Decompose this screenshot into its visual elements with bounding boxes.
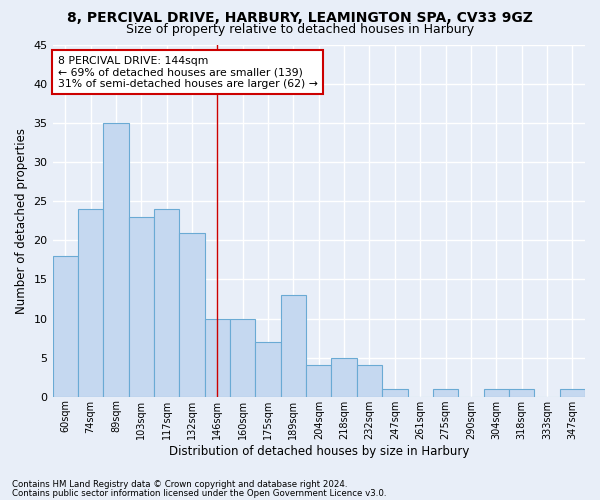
Text: 8 PERCIVAL DRIVE: 144sqm
← 69% of detached houses are smaller (139)
31% of semi-: 8 PERCIVAL DRIVE: 144sqm ← 69% of detach…: [58, 56, 318, 89]
Bar: [154, 209, 179, 396]
Bar: [256, 342, 281, 396]
Bar: [306, 366, 331, 396]
Text: 8, PERCIVAL DRIVE, HARBURY, LEAMINGTON SPA, CV33 9GZ: 8, PERCIVAL DRIVE, HARBURY, LEAMINGTON S…: [67, 11, 533, 25]
Bar: [128, 217, 154, 396]
Bar: [433, 389, 458, 396]
Bar: [230, 318, 256, 396]
Bar: [331, 358, 357, 397]
Bar: [179, 232, 205, 396]
Text: Contains HM Land Registry data © Crown copyright and database right 2024.: Contains HM Land Registry data © Crown c…: [12, 480, 347, 489]
Bar: [382, 389, 407, 396]
Bar: [281, 295, 306, 396]
Y-axis label: Number of detached properties: Number of detached properties: [15, 128, 28, 314]
Bar: [103, 123, 128, 396]
X-axis label: Distribution of detached houses by size in Harbury: Distribution of detached houses by size …: [169, 444, 469, 458]
Bar: [53, 256, 78, 396]
Bar: [78, 209, 103, 396]
Text: Contains public sector information licensed under the Open Government Licence v3: Contains public sector information licen…: [12, 488, 386, 498]
Bar: [357, 366, 382, 396]
Bar: [509, 389, 534, 396]
Text: Size of property relative to detached houses in Harbury: Size of property relative to detached ho…: [126, 22, 474, 36]
Bar: [484, 389, 509, 396]
Bar: [205, 318, 230, 396]
Bar: [560, 389, 585, 396]
